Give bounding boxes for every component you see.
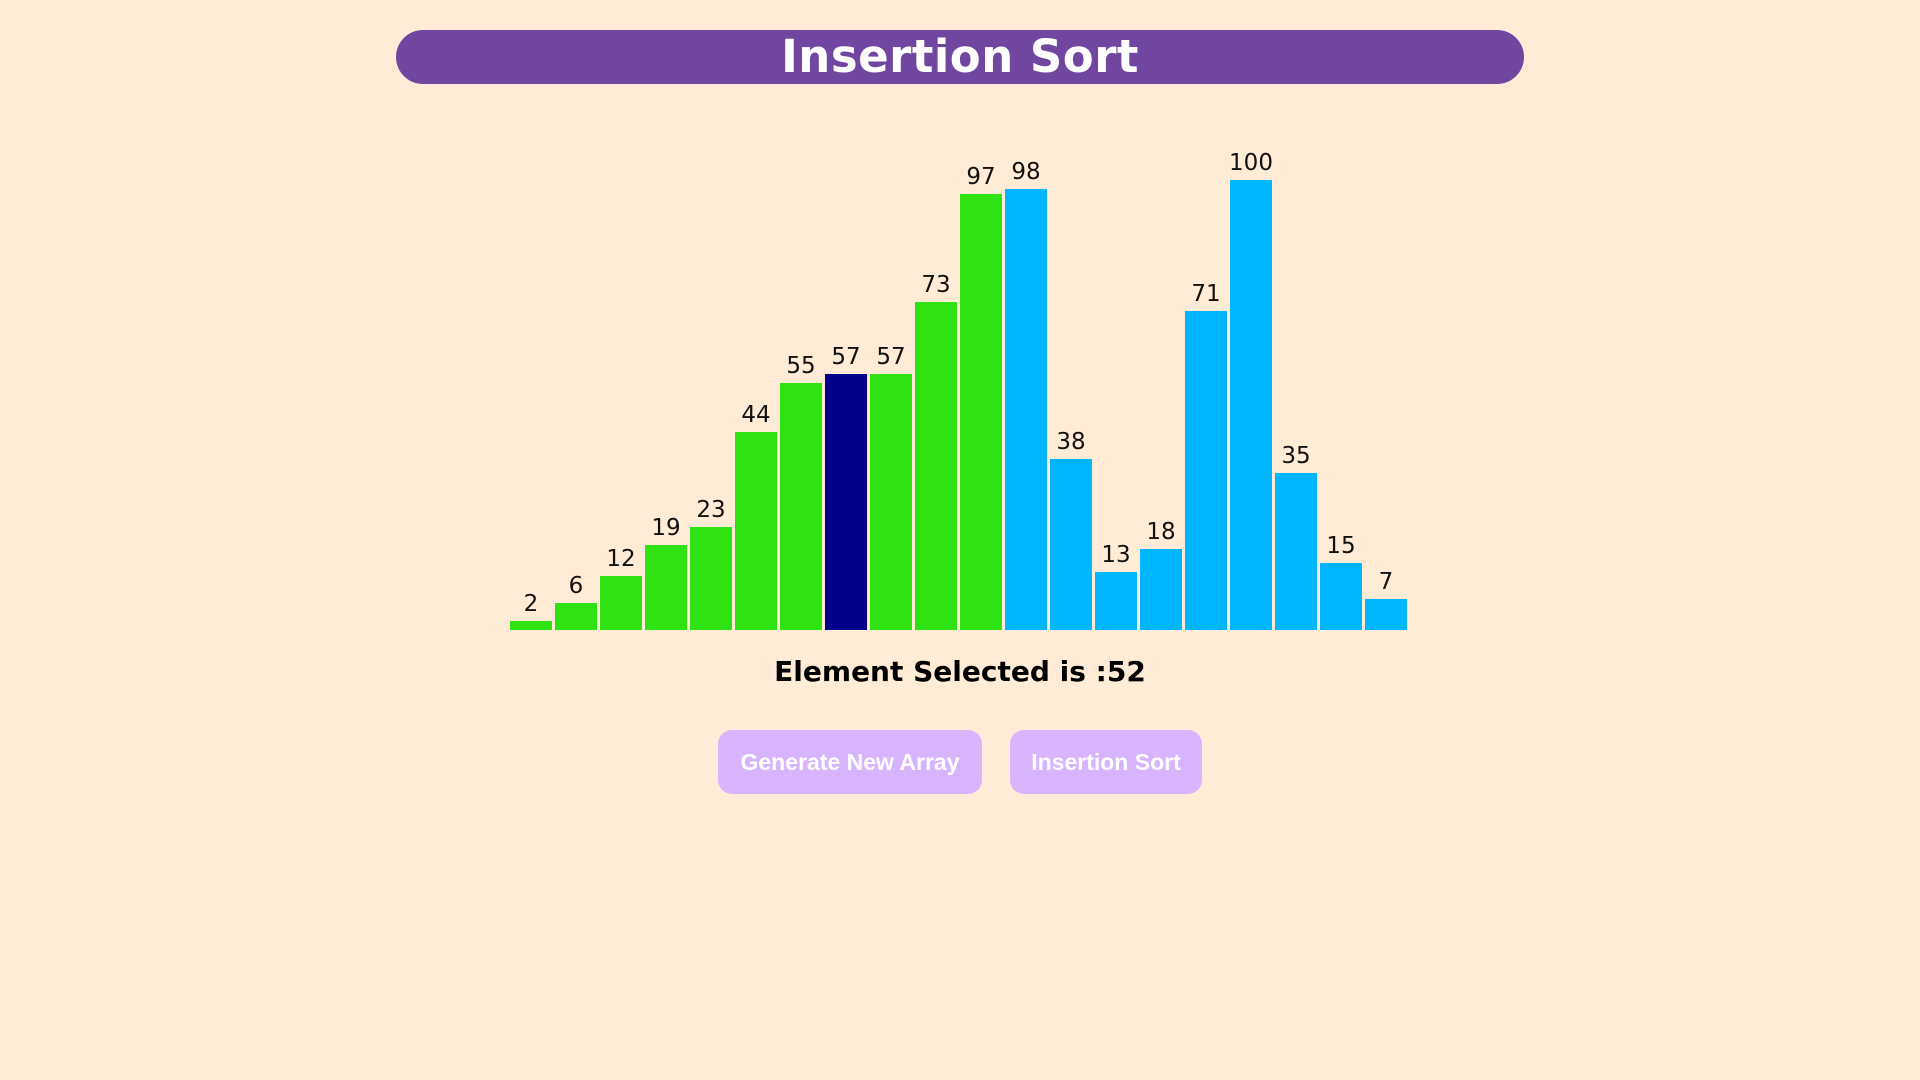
bar-2	[600, 576, 642, 630]
bar-label-1: 6	[568, 573, 584, 599]
bar-8	[870, 373, 912, 630]
bar-18	[1320, 562, 1362, 630]
bar-label-18: 15	[1326, 532, 1356, 559]
bar-17	[1275, 472, 1317, 630]
bar-19	[1365, 598, 1407, 630]
bar-label-11: 98	[1011, 159, 1041, 185]
bar-9	[915, 301, 957, 630]
bar-5	[735, 432, 777, 630]
page-title: Insertion Sort	[781, 30, 1139, 83]
bar-label-14: 18	[1146, 519, 1176, 545]
bar-0	[510, 621, 552, 630]
bar-15	[1185, 310, 1227, 630]
bar-13	[1095, 571, 1137, 630]
bar-label-17: 35	[1281, 442, 1311, 469]
bar-label-6: 55	[786, 352, 816, 379]
bar-3	[645, 544, 687, 630]
bar-12	[1050, 459, 1092, 630]
bar-label-3: 19	[651, 514, 681, 541]
bar-16	[1230, 180, 1272, 630]
bar-11	[1005, 189, 1047, 630]
bar-1	[555, 603, 597, 630]
bar-10	[960, 193, 1002, 630]
bar-chart: 2 6 12 19 23 44 55 57 57 73 97 98 38 13 18 71 100 35 15 7	[510, 150, 1407, 630]
generate-new-array-button[interactable]: Generate New Array	[718, 730, 982, 794]
bar-label-15: 71	[1191, 280, 1221, 307]
bar-7	[825, 373, 867, 630]
bar-label-13: 13	[1101, 541, 1131, 568]
bar-label-4: 23	[696, 496, 726, 523]
selected-element-status: Element Selected is :52	[774, 655, 1146, 688]
bar-label-8: 57	[876, 343, 906, 370]
bar-6	[780, 382, 822, 630]
bar-14	[1140, 549, 1182, 630]
bar-label-5: 44	[741, 402, 771, 428]
bar-label-7: 57	[831, 343, 861, 370]
bar-4	[690, 526, 732, 630]
page-header: Insertion Sort	[396, 30, 1524, 84]
insertion-sort-button[interactable]: Insertion Sort	[1010, 730, 1202, 794]
bar-label-16: 100	[1229, 150, 1273, 176]
bar-label-0: 2	[523, 591, 539, 617]
bar-label-2: 12	[606, 546, 636, 572]
bar-label-9: 73	[921, 271, 951, 298]
bar-label-19: 7	[1378, 568, 1394, 595]
bar-label-12: 38	[1056, 429, 1086, 455]
bar-label-10: 97	[966, 163, 996, 190]
